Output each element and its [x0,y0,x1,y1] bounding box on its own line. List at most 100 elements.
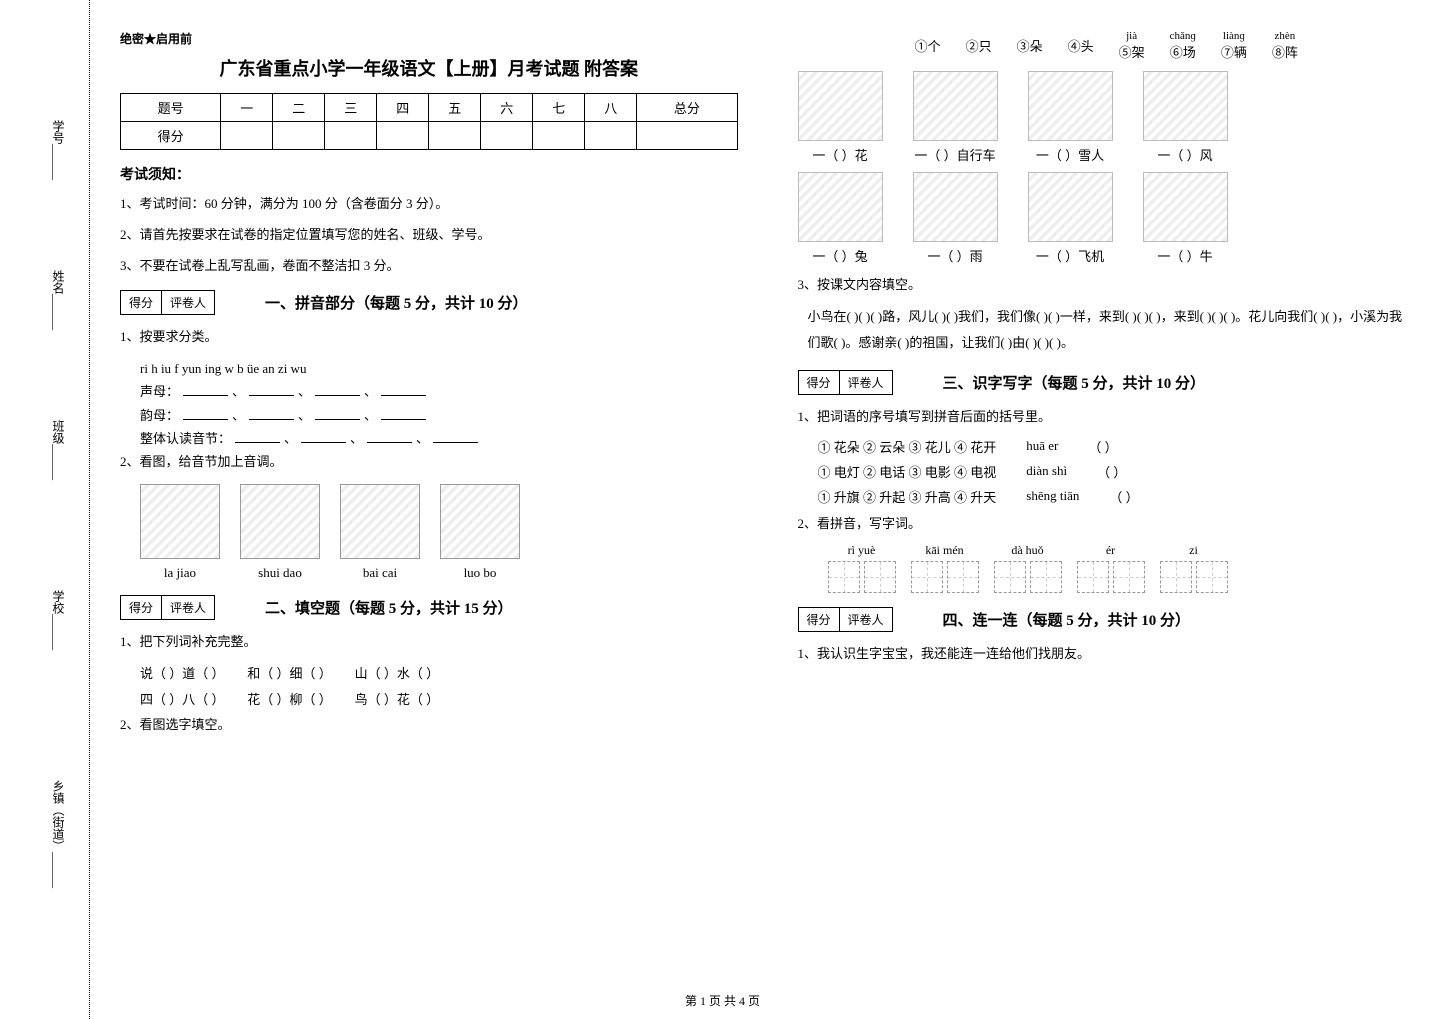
binding-field-school: 学校______ [50,590,67,650]
section-2-title: 二、填空题（每题 5 分，共计 15 分） [265,597,513,618]
opt-5: jià⑤架 [1119,30,1145,61]
left-column: 绝密★启用前 广东省重点小学一年级语文【上册】月考试题 附答案 题号 一 二 三… [90,0,768,1019]
cap-bike: 一（ ）自行车 [914,145,995,164]
right-column: ①个 ②只 ③朵 ④头 jià⑤架 chǎnɡ⑥场 liànɡ⑦辆 zhèn⑧阵… [768,0,1445,1019]
cap-rabbit: 一（ ）兔 [812,246,867,265]
binding-margin: 乡镇（街道）______ 学校______ 班级______ 姓名______ … [0,0,90,1019]
q2-2-img-row2: 一（ ）兔 一（ ）雨 一（ ）飞机 一（ ）牛 [798,172,1416,265]
exam-title: 广东省重点小学一年级语文【上册】月考试题 附答案 [120,55,738,81]
cap-plane: 一（ ）飞机 [1036,246,1104,265]
th-2: 二 [273,94,325,122]
section-3-header: 得分 评卷人 三、识字写字（每题 5 分，共计 10 分） [798,370,1416,395]
q3-1-row1: ① 花朵 ② 云朵 ③ 花儿 ④ 花开 huā er （ ） [798,437,1416,456]
section-1-title: 一、拼音部分（每题 5 分，共计 10 分） [265,292,528,313]
section-1-header: 得分 评卷人 一、拼音部分（每题 5 分，共计 10 分） [120,290,738,315]
py-2: kāi mén [925,543,963,558]
img-radish [440,484,520,559]
q3-1-row3: ① 升旗 ② 升起 ③ 升高 ④ 升天 shēng tiān （ ） [798,487,1416,506]
th-3: 三 [325,94,377,122]
q2-1-title: 1、把下列词补充完整。 [120,630,738,653]
py-4: ér [1106,543,1115,558]
marker-label: 评卷人 [162,291,214,314]
q1-1-line1: 声母：、、、 [120,380,738,403]
th-8: 八 [585,94,637,122]
section-4-header: 得分 评卷人 四、连一连（每题 5 分，共计 10 分） [798,607,1416,632]
cap-flower: 一（ ）花 [812,145,867,164]
q4-1-title: 1、我认识生字宝宝，我还能连一连给他们找朋友。 [798,642,1416,665]
q1-1-letters: ri h iu f yun ing w b üe an zi wu [120,357,738,380]
th-total: 总分 [637,94,737,122]
q3-1-row2: ① 电灯 ② 电话 ③ 电影 ④ 电视 diàn shì （ ） [798,462,1416,481]
binding-field-name: 姓名______ [50,270,67,330]
binding-field-id: 学号______ [50,120,67,180]
score-box-3: 得分 评卷人 [798,370,893,395]
img-rice [240,484,320,559]
q3-2-grid: rì yuè kāi mén dà huǒ ér zi [798,543,1416,593]
th-4: 四 [377,94,429,122]
py-3: dà huǒ [1011,543,1043,558]
notice-title: 考试须知： [120,164,738,184]
q1-2-title: 2、看图，给音节加上音调。 [120,450,738,473]
score-table: 题号 一 二 三 四 五 六 七 八 总分 得分 [120,93,738,150]
q2-3-text: 小鸟在( )( )( )路，风儿( )( )我们，我们像( )( )一样，来到(… [798,304,1416,356]
img-cabbage [340,484,420,559]
q3-2-title: 2、看拼音，写字词。 [798,512,1416,535]
binding-field-town: 乡镇（街道）______ [50,780,67,888]
th-5: 五 [429,94,481,122]
score-box-4: 得分 评卷人 [798,607,893,632]
q2-3-title: 3、按课文内容填空。 [798,273,1416,296]
cap-wind: 一（ ）风 [1157,145,1212,164]
score-box-1: 得分 评卷人 [120,290,215,315]
score-box-2: 得分 评卷人 [120,595,215,620]
q1-1-line3: 整体认读音节：、、、 [120,427,738,450]
opt-7: liànɡ⑦辆 [1221,30,1247,61]
th-1: 一 [221,94,273,122]
page-footer: 第 1 页 共 4 页 [0,992,1445,1009]
py-1: rì yuè [848,543,876,558]
score-table-header-row: 题号 一 二 三 四 五 六 七 八 总分 [121,94,738,122]
row-score-label: 得分 [121,122,221,150]
q2-2-options: ①个 ②只 ③朵 ④头 jià⑤架 chǎnɡ⑥场 liànɡ⑦辆 zhèn⑧阵 [798,30,1416,61]
opt-8: zhèn⑧阵 [1272,30,1298,61]
score-table-value-row: 得分 [121,122,738,150]
q2-1-row1: 说（ ）道（ ） 和（ ）细（ ） 山（ ）水（ ） [120,661,738,687]
notice-1: 1、考试时间：60 分钟，满分为 100 分（含卷面分 3 分）。 [120,194,738,215]
section-3-title: 三、识字写字（每题 5 分，共计 10 分） [943,372,1206,393]
img-rain [913,172,998,242]
section-2-header: 得分 评卷人 二、填空题（每题 5 分，共计 15 分） [120,595,738,620]
img-flower [798,71,883,141]
lbl-1: la jiao [140,565,220,581]
th-num: 题号 [121,94,221,122]
notice-3: 3、不要在试卷上乱写乱画，卷面不整洁扣 3 分。 [120,256,738,277]
opt-4: ④头 [1068,36,1094,55]
notice-2: 2、请首先按要求在试卷的指定位置填写您的姓名、班级、学号。 [120,225,738,246]
opt-1: ①个 [915,36,941,55]
img-plane [1028,172,1113,242]
lbl-2: shui dao [240,565,320,581]
q3-1-title: 1、把词语的序号填写到拼音后面的括号里。 [798,405,1416,428]
img-wind [1143,71,1228,141]
q2-1-row2: 四（ ）八（ ） 花（ ）柳（ ） 鸟（ ）花（ ） [120,687,738,713]
q1-2-images [140,484,738,559]
opt-3: ③朵 [1017,36,1043,55]
img-ox [1143,172,1228,242]
img-bike [913,71,998,141]
q2-2-title: 2、看图选字填空。 [120,713,738,736]
cap-rain: 一（ ）雨 [927,246,982,265]
th-6: 六 [481,94,533,122]
opt-2: ②只 [966,36,992,55]
th-7: 七 [533,94,585,122]
confidential-mark: 绝密★启用前 [120,30,738,47]
q1-1-line2: 韵母：、、、 [120,404,738,427]
img-pepper [140,484,220,559]
cap-snowman: 一（ ）雪人 [1036,145,1104,164]
img-rabbit [798,172,883,242]
q2-2-img-row1: 一（ ）花 一（ ）自行车 一（ ）雪人 一（ ）风 [798,71,1416,164]
q1-2-labels: la jiao shui dao bai cai luo bo [120,565,738,581]
cap-ox: 一（ ）牛 [1157,246,1212,265]
q1-1-title: 1、按要求分类。 [120,325,738,348]
binding-field-class: 班级______ [50,420,67,480]
py-5: zi [1189,543,1198,558]
section-4-title: 四、连一连（每题 5 分，共计 10 分） [943,609,1191,630]
img-snowman [1028,71,1113,141]
